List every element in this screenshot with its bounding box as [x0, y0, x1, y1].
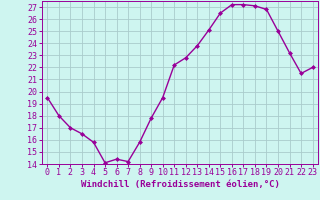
X-axis label: Windchill (Refroidissement éolien,°C): Windchill (Refroidissement éolien,°C)	[81, 180, 279, 189]
